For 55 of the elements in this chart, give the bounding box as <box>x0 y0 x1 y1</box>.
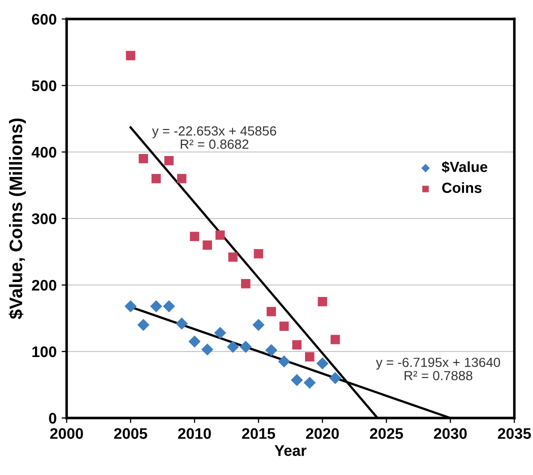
y-tick-label: 400 <box>32 146 56 158</box>
point <box>201 343 214 356</box>
point <box>265 344 278 356</box>
point <box>150 300 162 312</box>
point <box>252 318 265 331</box>
x-tick-label: 2035 <box>498 428 531 439</box>
y-axis-title: $Value, Coins (Millions) <box>8 118 26 320</box>
point <box>164 156 174 166</box>
x-tick-label: 2005 <box>114 428 148 439</box>
y-tick-label: 500 <box>32 80 56 92</box>
x-tick-label: 2000 <box>50 428 83 439</box>
point <box>215 230 225 240</box>
point <box>138 154 148 164</box>
legend-label: Coins <box>442 182 482 193</box>
point <box>305 352 314 362</box>
y-tick-label: 600 <box>32 14 56 25</box>
x-axis-title: Year <box>274 445 306 456</box>
legend-label: $Value <box>442 161 488 174</box>
x-tick-label: 2015 <box>242 428 276 439</box>
point <box>254 249 264 258</box>
point <box>316 357 329 370</box>
point <box>292 340 302 350</box>
point <box>152 174 161 184</box>
point <box>177 174 186 184</box>
point <box>304 376 316 389</box>
annotation: y = -6.7195x + 13640 R² = 0.7888 <box>376 358 500 380</box>
point <box>137 318 150 331</box>
y-tick-label: 100 <box>32 346 56 358</box>
point <box>278 355 290 368</box>
point <box>162 300 176 312</box>
y-tick-label: 0 <box>49 412 56 424</box>
annotation: y = -22.653x + 45856 R² = 0.8682 <box>152 126 276 149</box>
point <box>228 252 238 262</box>
y-tick-label: 200 <box>32 280 56 291</box>
point <box>176 318 188 330</box>
point <box>266 306 276 316</box>
point <box>240 340 252 353</box>
point <box>290 374 303 386</box>
point <box>241 279 250 288</box>
point <box>318 296 328 306</box>
x-tick-label: 2010 <box>178 428 211 439</box>
point <box>330 334 340 344</box>
point <box>214 326 226 339</box>
point <box>126 50 136 60</box>
point <box>124 300 137 312</box>
point <box>329 372 342 384</box>
point <box>226 340 239 353</box>
point <box>190 232 200 242</box>
point <box>188 335 201 348</box>
x-tick-label: 2025 <box>370 428 403 439</box>
x-tick-label: 2020 <box>306 428 339 439</box>
point <box>279 322 289 331</box>
y-tick-label: 300 <box>32 213 56 224</box>
point <box>202 240 212 250</box>
x-tick-label: 2030 <box>434 428 467 439</box>
